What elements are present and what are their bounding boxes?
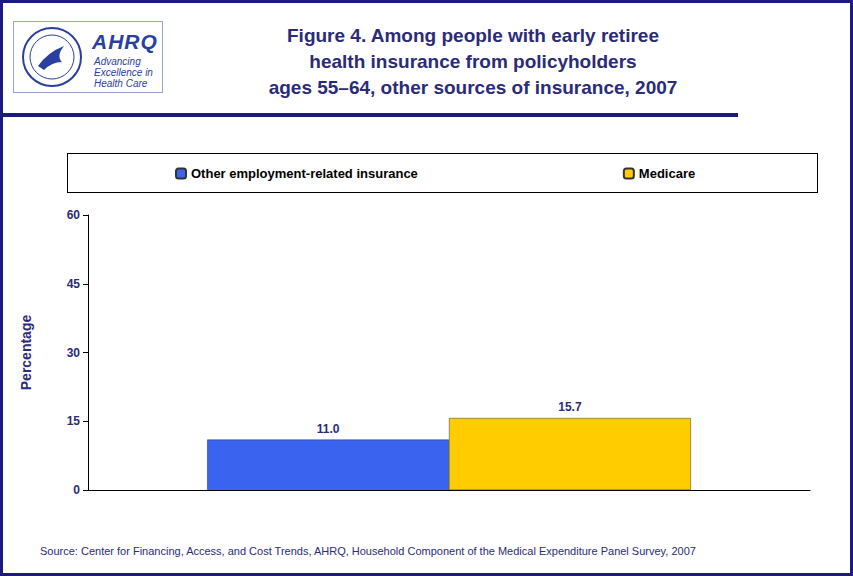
svg-text:45: 45 — [67, 277, 81, 291]
svg-text:Other employment-related insur: Other employment-related insurance — [191, 166, 418, 181]
html-text:Source: Center for Financing,: Source: Center for Financing, Access, an… — [40, 545, 696, 557]
html-text:AHRQ: AHRQ — [92, 30, 158, 53]
svg-text:Percentage: Percentage — [18, 315, 34, 391]
svg-text:15.7: 15.7 — [558, 400, 582, 414]
html-text:Advancing Excellence in Health: Advancing Excellence in Health Care — [94, 56, 153, 89]
svg-text:0: 0 — [73, 483, 80, 497]
html-text:Figure 4. Among people with ea: Figure 4. Among people with early retire… — [268, 25, 678, 98]
svg-text:11.0: 11.0 — [317, 422, 340, 436]
svg-text:Medicare: Medicare — [639, 166, 695, 181]
svg-text:15: 15 — [67, 414, 81, 428]
svg-text:30: 30 — [67, 346, 81, 360]
svg-text:60: 60 — [67, 208, 81, 222]
